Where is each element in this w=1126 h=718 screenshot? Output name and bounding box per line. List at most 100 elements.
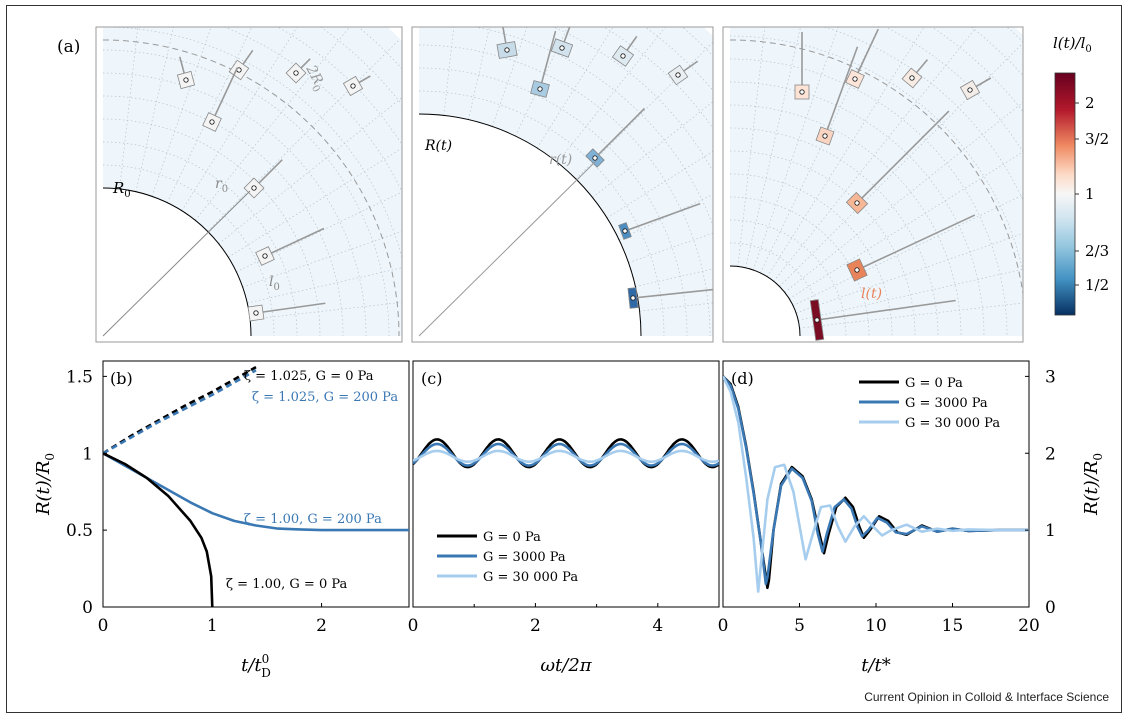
middle-cell	[530, 30, 557, 98]
right-cell	[959, 77, 992, 101]
right-cell	[901, 59, 929, 89]
b-xtick-label: 0	[98, 616, 109, 636]
c-series-2	[413, 449, 719, 463]
left-spoke	[228, 147, 402, 258]
right-cell	[815, 46, 859, 146]
left-spoke	[247, 267, 402, 304]
left-ring	[102, 72, 367, 337]
left-spoke	[151, 27, 212, 197]
left-ring	[102, 141, 298, 337]
d-ytick-label: 2	[1045, 444, 1056, 464]
d-ytick-label: 1	[1045, 521, 1056, 541]
d-xtick-label: 5	[794, 616, 805, 636]
left-l0-label: l0	[269, 274, 280, 293]
panel-a-left	[96, 27, 402, 342]
left-cell	[243, 159, 283, 199]
b-ylabel: R(t)/R0	[33, 453, 57, 516]
middle-spoke	[628, 232, 713, 264]
c-xtick-label: 0	[408, 616, 419, 636]
middle-cell	[496, 27, 518, 59]
left-ring	[223, 27, 402, 193]
left-r0-arrow	[102, 190, 251, 337]
middle-spoke	[635, 268, 713, 287]
left-spoke	[218, 97, 402, 244]
c-legend-label: G = 0 Pa	[483, 530, 541, 545]
right-ring	[729, 58, 1008, 337]
left-spoke	[135, 27, 174, 192]
middle-rt-label: r(t)	[549, 152, 572, 168]
middle-cell	[627, 284, 713, 309]
middle-cell	[618, 202, 701, 240]
d-xtick-label: 20	[1018, 616, 1040, 636]
colorbar-tick-label: 1	[1085, 185, 1095, 203]
d-xtick-label: 10	[865, 616, 887, 636]
left-spoke	[119, 27, 139, 189]
left-cell	[255, 227, 325, 266]
right-cell	[846, 214, 976, 282]
right-wall	[729, 265, 801, 337]
panel-d-label: (d)	[731, 369, 754, 388]
c-xlabel: ωt/2π	[540, 655, 592, 676]
d-xtick-label: 15	[942, 616, 964, 636]
d-legend-label: G = 0 Pa	[905, 376, 963, 391]
middle-rt-arrow	[418, 160, 597, 337]
c-legend-label: G = 3000 Pa	[483, 550, 566, 565]
b-series-3	[103, 452, 214, 607]
figure-frame: (a) R0 r0 l0 2R0 R(t) r(t) l(t) l(t)/l0 …	[6, 5, 1122, 713]
d-ytick-label: 0	[1045, 598, 1056, 618]
middle-cell	[667, 60, 699, 86]
d-legend-label: G = 30 000 Pa	[905, 416, 1000, 431]
b-xtick-label: 1	[207, 616, 218, 636]
left-ring	[319, 27, 402, 106]
right-cell	[809, 299, 956, 341]
left-R0-label: R0	[112, 179, 131, 200]
figure-svg: (a) R0 r0 l0 2R0 R(t) r(t) l(t) l(t)/l0 …	[33, 26, 1109, 680]
middle-spoke	[606, 150, 713, 219]
c-xtick-label: 4	[652, 616, 663, 636]
d-legend-label: G = 3000 Pa	[905, 396, 988, 411]
c-xtick-label: 2	[530, 616, 541, 636]
middle-spoke	[491, 27, 528, 127]
journal-footer: Current Opinion in Colloid & Interface S…	[864, 690, 1109, 704]
right-ring	[729, 242, 824, 337]
panel-a-middle	[412, 27, 713, 342]
right-cell	[794, 32, 810, 100]
colorbar-tick-label: 2	[1085, 94, 1095, 112]
b-ytick-label: 1	[82, 444, 93, 464]
left-spoke	[207, 38, 401, 232]
b-xlabel: t/t0 D	[241, 652, 271, 680]
right-cell	[845, 110, 950, 215]
middle-spoke	[468, 27, 490, 120]
panel-c-label: (c)	[421, 369, 442, 388]
left-r0-label: r0	[215, 176, 228, 195]
left-cell	[285, 58, 311, 84]
left-cell	[342, 75, 371, 97]
left-cell	[176, 56, 196, 90]
middle-cell	[585, 107, 646, 168]
b-annotation: ζ = 1.025, G = 200 Pa	[252, 390, 398, 405]
colorbar-tick-label: 3/2	[1085, 130, 1109, 148]
panel-a-label: (a)	[57, 37, 80, 57]
middle-cell	[611, 35, 638, 67]
colorbar-tick-label: 1/2	[1085, 276, 1109, 294]
panel-a-right	[723, 27, 1023, 342]
middle-Rt-label: R(t)	[424, 138, 452, 154]
left-cell	[247, 302, 326, 322]
left-spoke	[166, 27, 253, 203]
left-spoke	[250, 301, 402, 320]
b-annotation: ζ = 1.025, G = 0 Pa	[244, 369, 374, 384]
b-series-1	[103, 369, 257, 455]
left-wall	[102, 187, 252, 337]
b-ytick-label: 0.5	[66, 521, 93, 541]
middle-spoke	[443, 27, 455, 116]
b-ytick-label: 1.5	[66, 367, 93, 387]
c-series-1	[413, 442, 719, 467]
d-ytick-label: 3	[1045, 367, 1056, 387]
right-ring	[729, 219, 847, 337]
left-spoke	[242, 231, 402, 288]
colorbar-title: l(t)/l0	[1053, 34, 1092, 55]
b-annotation: ζ = 1.00, G = 200 Pa	[244, 512, 382, 527]
left-ring	[102, 49, 390, 337]
middle-ring	[418, 67, 688, 337]
middle-spoke	[536, 27, 614, 149]
